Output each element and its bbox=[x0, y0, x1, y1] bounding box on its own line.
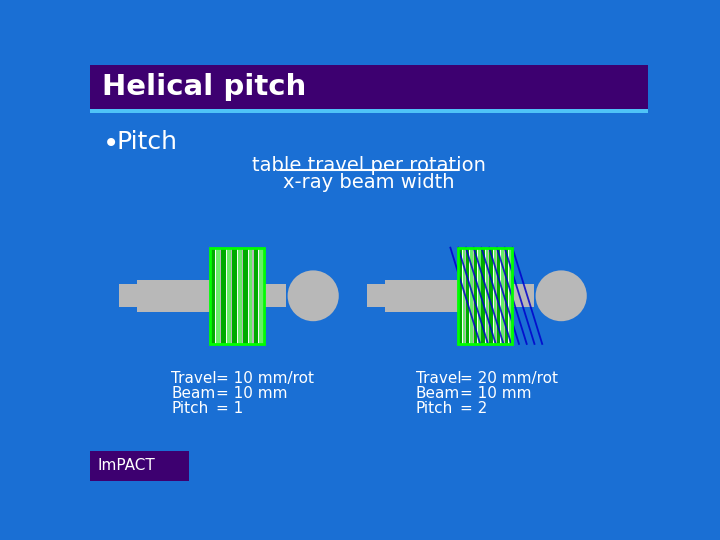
Text: ImPACT: ImPACT bbox=[98, 458, 156, 474]
Bar bbox=[238, 248, 242, 344]
Bar bbox=[216, 248, 220, 344]
Bar bbox=[513, 284, 534, 307]
Bar bbox=[210, 248, 216, 344]
Text: table travel per rotation: table travel per rotation bbox=[252, 156, 486, 174]
Bar bbox=[253, 248, 259, 344]
Bar bbox=[90, 65, 648, 110]
Text: Pitch: Pitch bbox=[415, 401, 453, 415]
Bar bbox=[384, 280, 458, 312]
Text: = 1: = 1 bbox=[216, 401, 243, 415]
Bar bbox=[458, 248, 513, 344]
Bar bbox=[120, 284, 137, 307]
Bar bbox=[243, 248, 248, 344]
Text: = 10 mm: = 10 mm bbox=[461, 386, 532, 401]
Bar bbox=[232, 248, 238, 344]
Bar bbox=[248, 248, 253, 344]
Bar bbox=[482, 248, 485, 344]
Bar bbox=[485, 248, 488, 344]
Text: Beam: Beam bbox=[171, 386, 215, 401]
Bar bbox=[497, 248, 501, 344]
Text: Pitch: Pitch bbox=[117, 130, 177, 154]
Text: •: • bbox=[102, 130, 119, 158]
Text: Helical pitch: Helical pitch bbox=[102, 73, 307, 101]
Bar bbox=[458, 248, 462, 344]
Text: = 10 mm: = 10 mm bbox=[216, 386, 288, 401]
Text: = 2: = 2 bbox=[461, 401, 487, 415]
Bar bbox=[462, 248, 465, 344]
Bar bbox=[493, 248, 496, 344]
Bar bbox=[466, 248, 470, 344]
Bar bbox=[458, 248, 513, 344]
Bar bbox=[509, 248, 512, 344]
Bar bbox=[210, 248, 264, 344]
Text: = 10 mm/rot: = 10 mm/rot bbox=[216, 372, 315, 386]
Bar bbox=[474, 248, 478, 344]
Bar bbox=[478, 248, 481, 344]
Bar bbox=[505, 248, 509, 344]
Text: = 20 mm/rot: = 20 mm/rot bbox=[461, 372, 559, 386]
Bar bbox=[90, 451, 189, 481]
Text: Beam: Beam bbox=[415, 386, 460, 401]
Bar bbox=[259, 248, 264, 344]
Bar bbox=[210, 248, 264, 344]
Bar bbox=[501, 248, 504, 344]
Text: Travel: Travel bbox=[171, 372, 217, 386]
Bar bbox=[227, 248, 230, 344]
Text: Travel: Travel bbox=[415, 372, 461, 386]
Bar bbox=[264, 284, 286, 307]
Bar bbox=[489, 248, 493, 344]
Bar bbox=[367, 284, 384, 307]
Bar bbox=[90, 110, 648, 113]
Text: x-ray beam width: x-ray beam width bbox=[283, 173, 455, 192]
Circle shape bbox=[287, 271, 339, 321]
Circle shape bbox=[536, 271, 587, 321]
Bar bbox=[470, 248, 473, 344]
Bar bbox=[137, 280, 210, 312]
Bar bbox=[221, 248, 227, 344]
Text: Pitch: Pitch bbox=[171, 401, 209, 415]
